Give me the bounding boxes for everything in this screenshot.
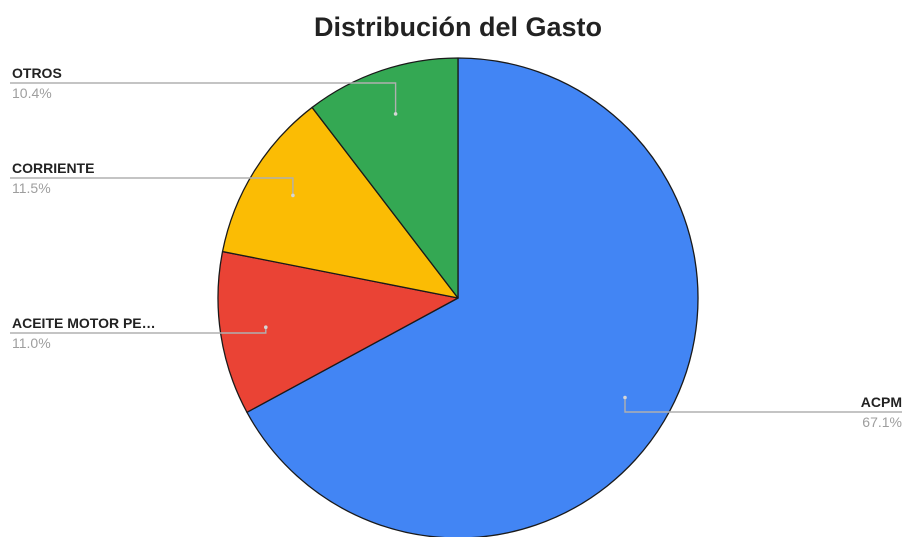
slice-percent: 11.0%: [12, 335, 51, 351]
leader-dot: [291, 193, 295, 198]
leader-line: [624, 397, 902, 413]
pie-slice: [311, 57, 459, 299]
slice-percent: 67.1%: [862, 414, 902, 430]
slice-labels: ACPM 67.1% ACEITE MOTOR PE… 11.0% CORRIENTE 1…: [12, 65, 902, 430]
pie-slices: [217, 57, 699, 537]
leader-dot: [393, 112, 398, 116]
leader-line: [10, 327, 267, 334]
pie-slice: [217, 250, 459, 413]
leader-dot: [264, 325, 268, 330]
slice-percent: 11.5%: [12, 180, 51, 196]
slice-label: ACEITE MOTOR PE…: [12, 315, 156, 331]
slice-label: OTROS: [12, 65, 62, 81]
slice-label: ACPM: [861, 394, 902, 410]
pie-slice: [221, 106, 459, 299]
slice-label: CORRIENTE: [12, 160, 94, 176]
pie-slice: [246, 57, 699, 537]
chart-title: Distribución del Gasto: [314, 12, 602, 42]
slice-percent: 10.4%: [12, 85, 52, 101]
leader-line: [10, 82, 397, 114]
leader-line: [10, 177, 294, 196]
leader-lines: [10, 82, 902, 413]
leader-dot: [623, 395, 627, 400]
